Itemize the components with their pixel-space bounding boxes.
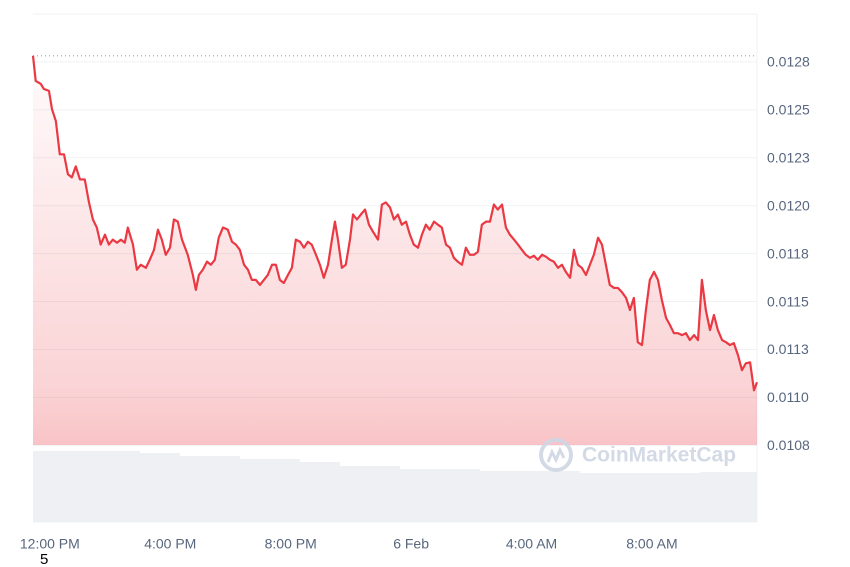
y-tick-label: 0.0113 bbox=[767, 341, 809, 357]
y-tick-label: 0.0123 bbox=[767, 149, 810, 165]
watermark-text: CoinMarketCap bbox=[582, 444, 736, 467]
corner-text: 5 bbox=[40, 551, 48, 567]
y-tick-label: 0.0128 bbox=[767, 54, 810, 70]
x-tick-label: 6 Feb bbox=[393, 536, 429, 552]
x-tick-label: 8:00 PM bbox=[265, 536, 317, 552]
area-fill bbox=[33, 55, 757, 445]
x-tick-label: 4:00 AM bbox=[506, 536, 557, 552]
y-tick-label: 0.0115 bbox=[767, 293, 809, 309]
x-tick-label: 8:00 AM bbox=[626, 536, 677, 552]
watermark: CoinMarketCap bbox=[539, 438, 736, 472]
y-tick-label: 0.0108 bbox=[767, 437, 810, 453]
y-tick-label: 0.0120 bbox=[767, 197, 810, 213]
y-tick-label: 0.0110 bbox=[767, 389, 809, 405]
watermark-logo-mark bbox=[546, 446, 566, 464]
x-tick-label: 12:00 PM bbox=[20, 536, 80, 552]
watermark-logo bbox=[539, 438, 573, 472]
y-tick-label: 0.0118 bbox=[767, 245, 809, 261]
volume-area bbox=[33, 451, 757, 522]
price-line bbox=[31, 55, 759, 392]
x-tick-label: 4:00 PM bbox=[144, 536, 196, 552]
y-tick-label: 0.0125 bbox=[767, 102, 810, 118]
